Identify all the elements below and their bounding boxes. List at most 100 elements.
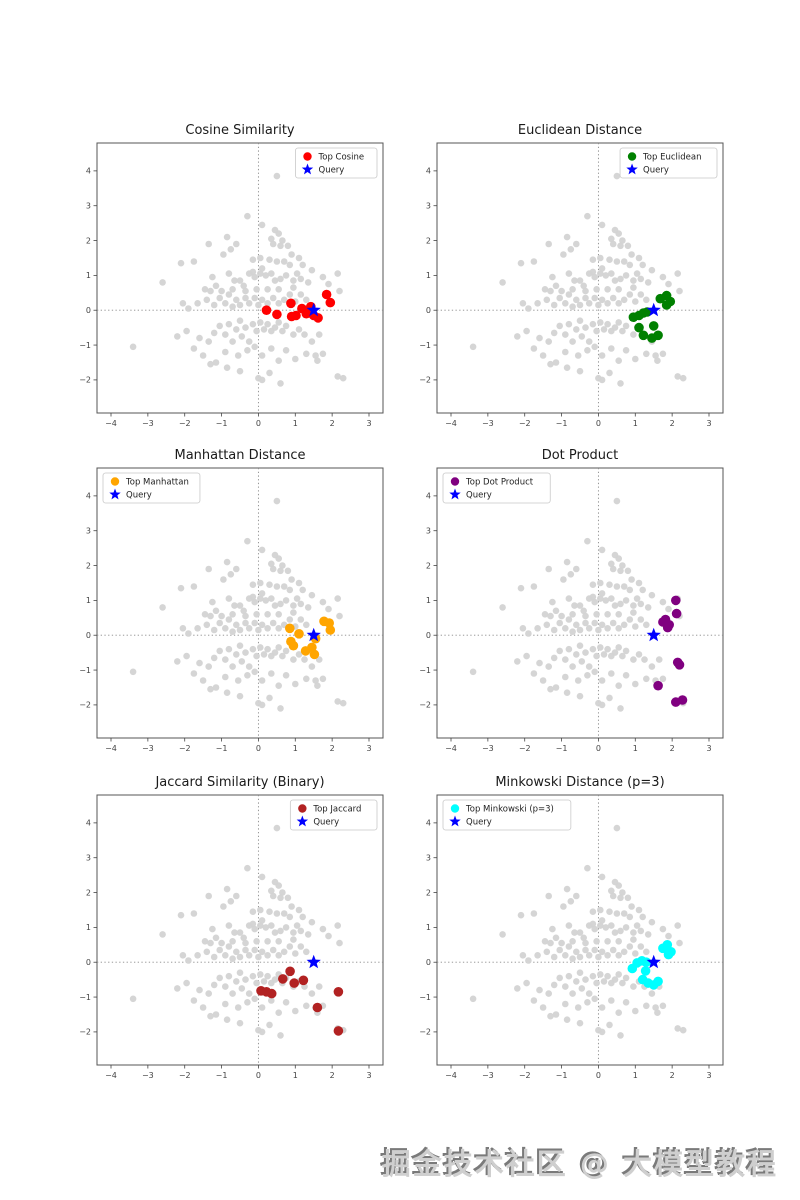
background-point: [249, 972, 257, 980]
background-point: [242, 619, 249, 627]
background-point: [606, 369, 613, 377]
background-point: [216, 946, 223, 954]
background-point: [584, 672, 591, 679]
y-tick-label: 0: [86, 631, 91, 640]
background-point: [275, 286, 282, 293]
background-point: [591, 668, 598, 676]
background-point: [255, 301, 262, 309]
background-point: [591, 995, 598, 1003]
background-point: [210, 329, 218, 337]
background-point: [571, 277, 578, 284]
background-point: [227, 246, 235, 253]
background-point: [222, 300, 229, 307]
background-point: [598, 677, 606, 684]
legend-top-label: Top Euclidean: [642, 152, 701, 162]
background-point: [334, 595, 342, 602]
background-point: [604, 972, 611, 980]
background-point: [659, 925, 667, 933]
background-point: [334, 922, 342, 929]
background-point: [236, 692, 244, 700]
background-point: [258, 621, 266, 629]
background-point: [674, 1025, 681, 1032]
background-point: [604, 952, 611, 959]
background-point: [179, 300, 187, 307]
background-point: [644, 931, 652, 938]
background-point: [597, 595, 604, 602]
background-point: [315, 983, 323, 990]
background-point: [249, 256, 257, 263]
y-tick-label: 0: [426, 306, 431, 315]
background-point: [234, 677, 242, 684]
background-point: [630, 983, 637, 990]
y-tick-label: −2: [419, 376, 431, 385]
background-point: [569, 286, 576, 293]
background-point: [216, 294, 223, 302]
background-point: [569, 338, 576, 345]
background-point: [271, 976, 279, 983]
x-tick-label: −3: [482, 1071, 494, 1080]
top-point: [325, 297, 336, 308]
background-point: [286, 943, 294, 950]
x-tick-label: 1: [633, 1071, 638, 1080]
y-tick-label: 4: [426, 167, 431, 176]
background-point: [290, 936, 297, 943]
background-point: [218, 287, 225, 295]
background-point: [325, 280, 332, 288]
x-tick-label: 3: [706, 419, 711, 428]
background-point: [641, 656, 648, 663]
background-point: [585, 625, 593, 632]
background-point: [565, 291, 573, 298]
top-point: [674, 660, 685, 670]
background-point: [308, 990, 316, 997]
background-point: [271, 226, 279, 234]
legend-box: [619, 147, 718, 179]
background-point: [602, 597, 610, 604]
background-point: [308, 591, 316, 599]
background-point: [297, 943, 305, 950]
background-point: [273, 172, 281, 180]
background-point: [534, 952, 541, 959]
background-point: [334, 373, 342, 380]
background-point: [597, 254, 604, 262]
background-point: [598, 376, 606, 384]
background-point: [203, 621, 211, 629]
background-point: [617, 894, 624, 902]
legend-query-star-icon: [301, 163, 314, 175]
background-point: [598, 701, 606, 709]
top-point: [294, 629, 304, 639]
background-point: [569, 955, 576, 962]
background-point: [499, 279, 506, 286]
top-point: [653, 330, 663, 341]
background-point: [315, 331, 323, 338]
top-point: [677, 695, 688, 705]
background-point: [244, 212, 251, 220]
legend-query-star-icon: [449, 815, 461, 827]
background-point: [273, 583, 281, 590]
background-point: [207, 287, 214, 295]
background-point: [279, 652, 286, 660]
background-point: [549, 925, 556, 933]
legend-top-label: Top Jaccard: [312, 804, 361, 814]
background-point: [643, 675, 650, 683]
background-point: [633, 922, 641, 929]
plot-title: Euclidean Distance: [518, 123, 642, 138]
background-point: [268, 997, 275, 1004]
x-tick-label: −1: [216, 1071, 228, 1080]
background-point: [268, 235, 275, 243]
background-point: [525, 630, 532, 637]
legend-query-label: Query: [643, 165, 669, 175]
background-point: [236, 602, 244, 609]
background-point: [218, 612, 225, 620]
y-tick-label: 0: [86, 958, 91, 967]
background-point: [258, 546, 266, 554]
background-point: [525, 305, 532, 312]
background-point: [530, 997, 538, 1004]
background-point: [541, 938, 549, 945]
background-point: [245, 270, 253, 277]
background-point: [258, 221, 266, 229]
background-point: [264, 972, 271, 980]
background-point: [216, 619, 223, 627]
plot-title: Dot Product: [542, 448, 619, 463]
background-point: [236, 1019, 244, 1027]
background-point: [584, 864, 591, 872]
